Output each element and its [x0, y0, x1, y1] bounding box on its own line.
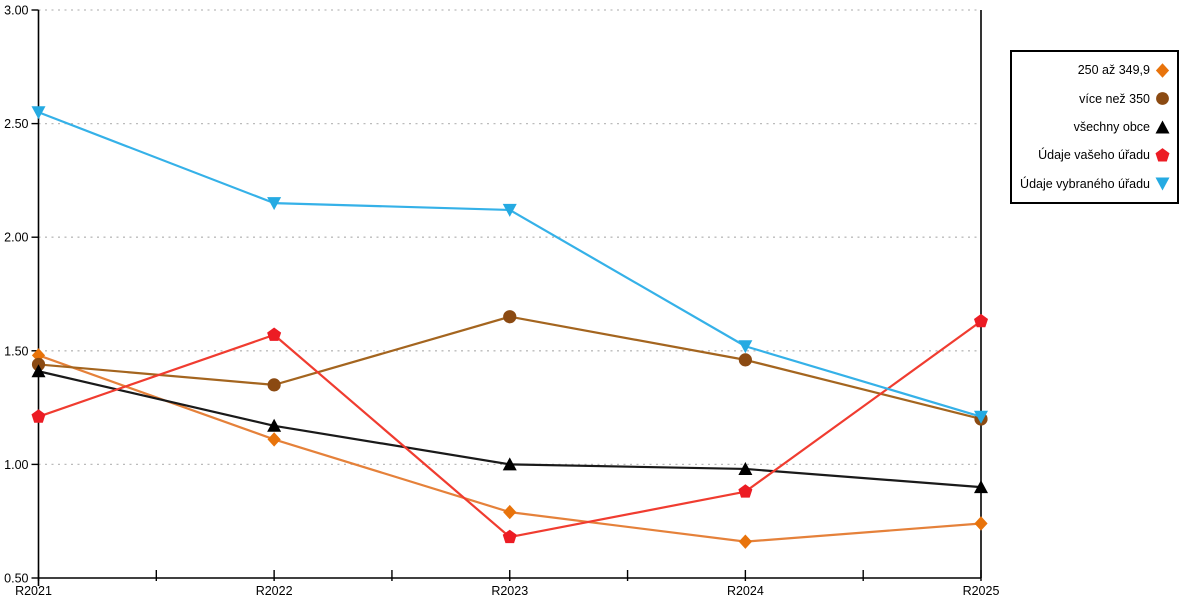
- pentagon-marker-icon: [1155, 148, 1170, 163]
- data-point: [974, 410, 988, 424]
- x-tick-label: R2024: [727, 584, 764, 598]
- data-point: [974, 480, 988, 494]
- legend-label: Údaje vašeho úřadu: [1038, 148, 1150, 163]
- data-point: [738, 484, 753, 498]
- x-tick-label: R2025: [963, 584, 1000, 598]
- data-point: [502, 457, 517, 471]
- legend-label: 250 až 349,9: [1077, 63, 1150, 78]
- series-3: [31, 313, 988, 544]
- legend-label: více než 350: [1079, 91, 1150, 106]
- legend-item-udaje-vaseho-uradu[interactable]: Údaje vašeho úřadu: [1016, 141, 1170, 169]
- data-point: [31, 364, 46, 378]
- x-tick-label: R2021: [15, 584, 52, 598]
- legend: 250 až 349,9 více než 350 všechny obce Ú…: [1010, 50, 1179, 204]
- series-0: [31, 348, 988, 549]
- series-line: [38, 320, 982, 539]
- legend-item-250-az-349[interactable]: 250 až 349,9: [1016, 56, 1170, 84]
- data-point: [502, 203, 517, 217]
- data-point: [502, 529, 517, 544]
- axes: [37, 10, 982, 586]
- legend-item-udaje-vybraneho-uradu[interactable]: Údaje vybraného úřadu: [1016, 170, 1170, 198]
- x-tick-label: R2022: [256, 584, 293, 598]
- data-point: [738, 534, 752, 549]
- data-point: [503, 310, 517, 324]
- y-tick-label: 2.00: [4, 231, 28, 245]
- y-tick-label: 3.00: [4, 4, 28, 18]
- data-point: [31, 409, 46, 423]
- series-line: [38, 111, 982, 418]
- data-point: [974, 516, 988, 531]
- data-point: [267, 197, 282, 211]
- legend-item-vice-nez-350[interactable]: více než 350: [1016, 84, 1170, 112]
- y-tick-label: 2.50: [4, 117, 28, 131]
- triangle-up-marker-icon: [1155, 120, 1170, 135]
- data-point: [974, 313, 988, 328]
- data-point: [267, 327, 282, 341]
- data-point: [738, 461, 753, 475]
- x-tick-labels: R2021 R2022 R2023 R2024 R2025: [15, 570, 999, 598]
- series-2: [31, 364, 988, 494]
- data-point: [31, 348, 46, 363]
- data-point: [31, 106, 46, 120]
- y-tick-label: 1.00: [4, 458, 28, 472]
- data-point: [738, 340, 753, 354]
- data-point: [267, 432, 281, 447]
- diamond-marker-icon: [1155, 62, 1170, 78]
- data-point: [738, 353, 752, 367]
- triangle-down-marker-icon: [1155, 176, 1170, 191]
- y-tick-labels: 0.50 1.00 1.50 2.00 2.50 3.00: [4, 4, 39, 586]
- data-point: [267, 378, 281, 392]
- legend-label: Údaje vybraného úřadu: [1020, 176, 1150, 191]
- x-tick-label: R2023: [491, 584, 528, 598]
- series-1: [31, 310, 988, 426]
- series-4: [31, 106, 988, 424]
- circle-marker-icon: [1155, 91, 1170, 106]
- legend-label: všechny obce: [1073, 120, 1150, 134]
- y-tick-label: 1.50: [4, 344, 28, 358]
- data-point: [503, 504, 517, 520]
- gridlines: [38, 9, 981, 466]
- legend-item-vsechny-obce[interactable]: všechny obce: [1016, 113, 1170, 141]
- data-point: [267, 418, 282, 432]
- y-tick-label: 0.50: [4, 572, 28, 586]
